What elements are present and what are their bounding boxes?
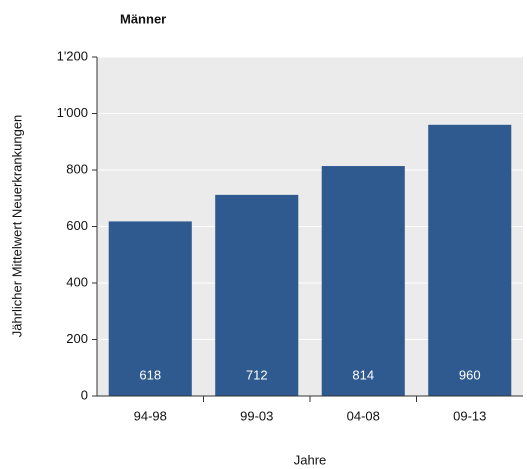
y-tick-label: 1'200 [57,48,88,63]
data-label: 618 [139,367,161,382]
data-label: 960 [459,367,481,382]
y-tick-label: 800 [66,161,88,176]
bar [321,166,405,396]
x-tick-label: 09-13 [453,408,486,423]
x-axis-label: Jahre [294,452,327,467]
x-tick-label: 04-08 [347,408,380,423]
y-tick-label: 0 [81,387,88,402]
x-tick-label: 99-03 [240,408,273,423]
bar [215,194,299,396]
y-tick-label: 600 [66,218,88,233]
y-tick-label: 200 [66,331,88,346]
bar [108,221,192,396]
data-label: 814 [352,367,374,382]
y-tick-label: 400 [66,274,88,289]
data-label: 712 [246,367,268,382]
x-tick-label: 94-98 [134,408,167,423]
y-axis-label: Jährlicher Mittelwert Neuerkrankungen [9,115,24,338]
chart-title: Männer [120,11,166,26]
bar [428,124,512,397]
y-tick-label: 1'000 [57,105,88,120]
